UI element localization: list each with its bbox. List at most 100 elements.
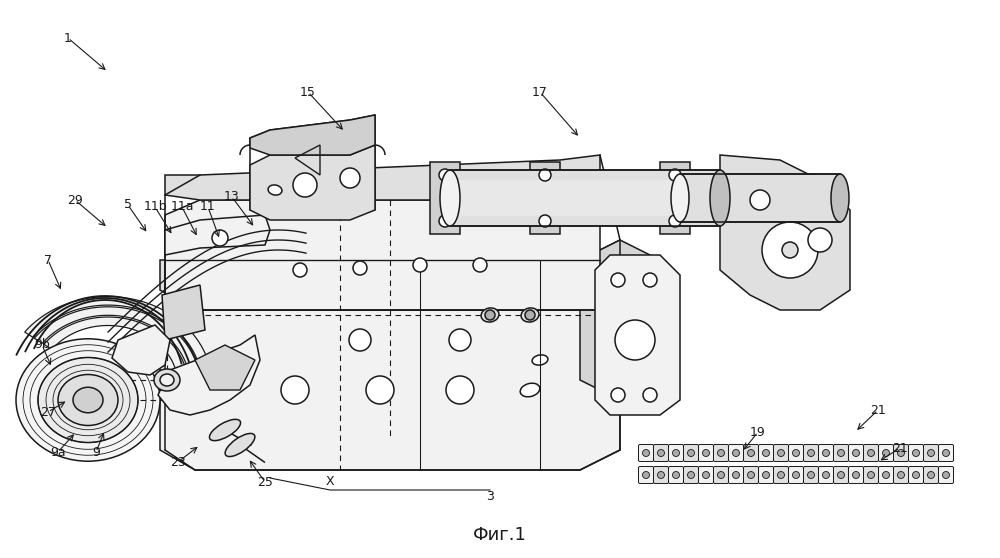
Text: 29: 29 — [67, 194, 83, 206]
Circle shape — [293, 173, 317, 197]
Text: 7: 7 — [44, 253, 52, 267]
Circle shape — [750, 190, 770, 210]
Circle shape — [942, 472, 950, 479]
FancyBboxPatch shape — [804, 445, 818, 461]
Text: 25: 25 — [257, 475, 273, 488]
Polygon shape — [160, 310, 620, 470]
FancyBboxPatch shape — [804, 466, 818, 483]
Ellipse shape — [73, 387, 103, 413]
Circle shape — [748, 450, 755, 456]
Circle shape — [349, 329, 371, 351]
Circle shape — [353, 261, 367, 275]
Circle shape — [762, 222, 818, 278]
Polygon shape — [34, 307, 198, 371]
FancyBboxPatch shape — [684, 445, 698, 461]
FancyBboxPatch shape — [788, 445, 804, 461]
Polygon shape — [165, 215, 270, 255]
Circle shape — [485, 310, 495, 320]
Polygon shape — [162, 285, 205, 340]
Text: 9b: 9b — [34, 339, 50, 352]
Circle shape — [643, 273, 657, 287]
Text: 19: 19 — [750, 426, 766, 439]
Circle shape — [672, 472, 680, 479]
Circle shape — [868, 472, 874, 479]
Polygon shape — [530, 162, 560, 234]
Circle shape — [898, 450, 904, 456]
FancyBboxPatch shape — [759, 445, 774, 461]
Polygon shape — [660, 162, 690, 234]
Circle shape — [688, 472, 694, 479]
Text: 3: 3 — [486, 490, 494, 503]
Circle shape — [642, 450, 650, 456]
Ellipse shape — [160, 374, 174, 386]
Polygon shape — [195, 345, 255, 390]
Ellipse shape — [268, 185, 282, 195]
Text: 21: 21 — [892, 441, 908, 455]
Text: 11: 11 — [200, 200, 216, 214]
Polygon shape — [580, 240, 660, 400]
FancyBboxPatch shape — [774, 466, 788, 483]
FancyBboxPatch shape — [728, 466, 744, 483]
FancyBboxPatch shape — [714, 445, 728, 461]
Text: 13: 13 — [224, 190, 240, 204]
FancyBboxPatch shape — [714, 466, 728, 483]
Text: 15: 15 — [300, 85, 316, 99]
FancyBboxPatch shape — [908, 445, 924, 461]
Circle shape — [748, 472, 755, 479]
Ellipse shape — [209, 420, 241, 441]
Circle shape — [611, 273, 625, 287]
Circle shape — [942, 450, 950, 456]
FancyBboxPatch shape — [924, 445, 938, 461]
FancyBboxPatch shape — [774, 445, 788, 461]
Circle shape — [868, 450, 874, 456]
Circle shape — [340, 168, 360, 188]
Circle shape — [615, 320, 655, 360]
FancyBboxPatch shape — [908, 466, 924, 483]
Text: Фиг.1: Фиг.1 — [473, 526, 527, 544]
Circle shape — [778, 472, 784, 479]
Text: 11b: 11b — [143, 200, 167, 214]
FancyBboxPatch shape — [938, 466, 954, 483]
FancyBboxPatch shape — [848, 445, 864, 461]
Ellipse shape — [520, 383, 540, 397]
Text: 11a: 11a — [170, 200, 194, 214]
Circle shape — [473, 258, 487, 272]
FancyBboxPatch shape — [834, 445, 848, 461]
Polygon shape — [450, 170, 720, 226]
Circle shape — [611, 388, 625, 402]
Circle shape — [898, 472, 904, 479]
Polygon shape — [44, 317, 186, 373]
Text: 5: 5 — [124, 199, 132, 211]
Circle shape — [293, 263, 307, 277]
FancyBboxPatch shape — [668, 466, 684, 483]
Ellipse shape — [38, 358, 138, 442]
FancyBboxPatch shape — [848, 466, 864, 483]
FancyBboxPatch shape — [818, 466, 834, 483]
Circle shape — [763, 450, 770, 456]
Circle shape — [808, 450, 814, 456]
Circle shape — [439, 215, 451, 227]
Text: 9: 9 — [92, 445, 100, 459]
FancyBboxPatch shape — [894, 466, 908, 483]
Circle shape — [688, 450, 694, 456]
Ellipse shape — [521, 308, 539, 322]
Ellipse shape — [532, 355, 548, 365]
Text: X: X — [326, 475, 334, 488]
Circle shape — [669, 215, 681, 227]
FancyBboxPatch shape — [834, 466, 848, 483]
Circle shape — [808, 472, 814, 479]
FancyBboxPatch shape — [654, 466, 668, 483]
Text: 27: 27 — [40, 406, 56, 418]
Circle shape — [525, 310, 535, 320]
FancyBboxPatch shape — [938, 445, 954, 461]
FancyBboxPatch shape — [894, 445, 908, 461]
Circle shape — [643, 388, 657, 402]
FancyBboxPatch shape — [728, 445, 744, 461]
Circle shape — [928, 472, 934, 479]
Circle shape — [778, 450, 784, 456]
Text: 17: 17 — [532, 85, 548, 99]
Ellipse shape — [16, 339, 160, 461]
Circle shape — [366, 376, 394, 404]
Circle shape — [669, 169, 681, 181]
FancyBboxPatch shape — [759, 466, 774, 483]
